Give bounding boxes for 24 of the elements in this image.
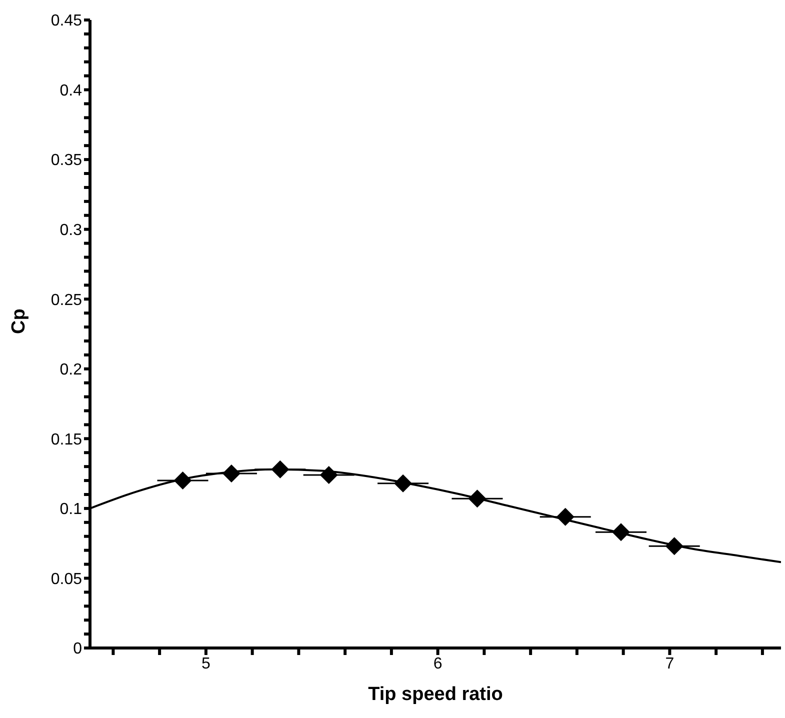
point <box>612 523 630 542</box>
x-tick-label: 5 <box>201 655 210 672</box>
y-tick-label: 0.4 <box>60 82 82 100</box>
y-tick-label: 0.35 <box>50 152 82 170</box>
point <box>320 466 338 484</box>
point <box>394 474 412 492</box>
x-tick-label: 6 <box>433 655 442 672</box>
x-axis-title: Tip speed ratio <box>368 684 503 705</box>
point <box>174 472 192 490</box>
point <box>665 537 684 556</box>
point <box>468 490 486 508</box>
y-tick-label: 0.15 <box>50 431 82 448</box>
y-tick-label: 0.25 <box>50 292 82 309</box>
y-tick-label: 0.1 <box>60 501 82 518</box>
point <box>271 460 290 478</box>
y-tick-label: 0.05 <box>50 570 82 588</box>
y-axis-title: Cp <box>8 308 30 334</box>
y-tick-label: 0.2 <box>60 362 82 379</box>
y-tick-label: 0 <box>73 640 82 658</box>
y-tick-label: 0.3 <box>60 222 82 240</box>
point <box>222 464 240 483</box>
x-tick-label: 7 <box>665 655 674 672</box>
point <box>556 508 574 526</box>
y-tick-label: 0.45 <box>50 12 82 30</box>
